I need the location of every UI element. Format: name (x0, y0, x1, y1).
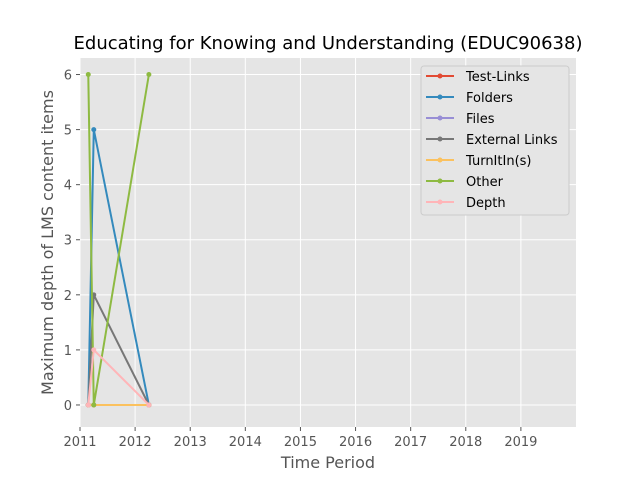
data-point (91, 402, 97, 408)
x-tick-label: 2016 (339, 435, 372, 450)
legend-item: Test-Links (426, 70, 530, 85)
series-other (85, 72, 152, 408)
y-tick-label: 5 (64, 124, 72, 139)
x-axis-label: Time Period (280, 453, 375, 472)
legend-label: Other (466, 175, 504, 190)
series-depth (85, 347, 152, 408)
data-point (146, 402, 152, 408)
legend-label: TurnItIn(s) (465, 154, 531, 169)
legend-item: TurnItIn(s) (426, 154, 531, 169)
legend-marker (437, 199, 443, 205)
legend-box (420, 65, 570, 216)
x-tick-label: 2017 (394, 435, 427, 450)
legend-marker (437, 178, 443, 184)
legend-label: Folders (466, 91, 513, 106)
x-tick-label: 2011 (63, 435, 96, 450)
legend-item: External Links (426, 133, 558, 148)
legend-marker (437, 73, 443, 79)
chart-title: Educating for Knowing and Understanding … (74, 33, 583, 54)
y-tick-label: 4 (64, 179, 72, 194)
legend-marker (437, 136, 443, 142)
x-tick-label: 2018 (449, 435, 482, 450)
legend-item: Files (426, 112, 495, 127)
y-tick-label: 1 (64, 344, 72, 359)
x-tick-label: 2012 (119, 435, 152, 450)
legend-item: Other (426, 175, 504, 190)
legend-label: Test-Links (465, 70, 530, 85)
y-tick-label: 0 (64, 399, 72, 414)
legend-marker (437, 94, 443, 100)
data-point (146, 72, 152, 78)
series (85, 72, 152, 408)
legend-marker (437, 157, 443, 163)
x-tick-label: 2013 (174, 435, 207, 450)
y-tick-label: 6 (64, 69, 72, 84)
axis-ticks: 2011 2012 2013 2014 2015 2016 2017 2018 2019 0 1 2 3… (63, 69, 537, 450)
legend-label: Depth (466, 196, 506, 211)
y-axis-label: Maximum depth of LMS content items (38, 90, 57, 395)
x-tick-label: 2014 (229, 435, 262, 450)
y-tick-label: 2 (64, 289, 72, 304)
x-tick-label: 2019 (504, 435, 537, 450)
data-point (85, 72, 91, 78)
legend-label: External Links (466, 133, 558, 148)
data-point (91, 347, 97, 353)
data-point (85, 402, 91, 408)
y-tick-label: 3 (64, 234, 72, 249)
legend-item: Folders (426, 91, 513, 106)
data-point (91, 127, 97, 133)
legend-marker (437, 115, 443, 121)
legend-item: Depth (426, 196, 506, 211)
legend: Test-Links Folders Files External Links Turn… (420, 65, 570, 216)
x-tick-label: 2015 (284, 435, 317, 450)
legend-label: Files (466, 112, 495, 127)
